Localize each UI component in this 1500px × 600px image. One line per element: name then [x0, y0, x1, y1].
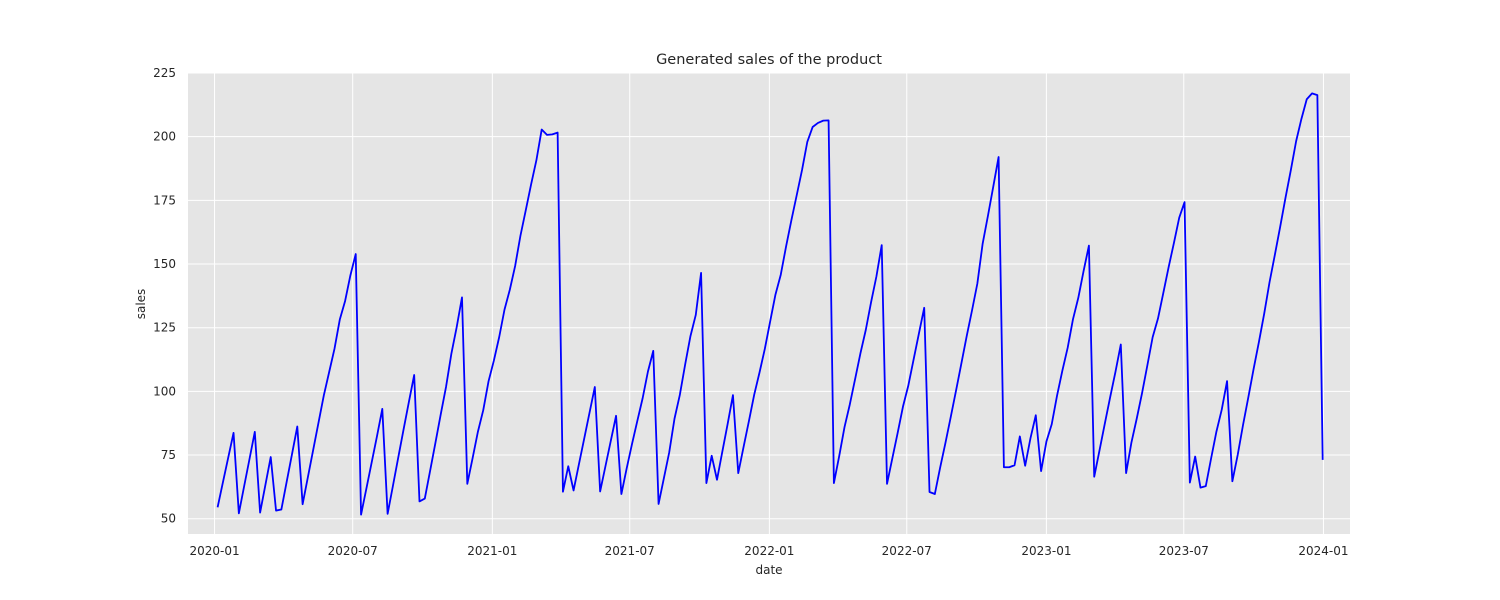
- x-axis-label: date: [755, 563, 782, 577]
- x-tick-labels: 2020-01 2020-07 2021-01 2021-07 2022-01 2022-…: [189, 544, 1348, 558]
- y-tick-label: 125: [153, 321, 176, 335]
- y-tick-label: 100: [153, 384, 176, 398]
- y-tick-label: 75: [161, 448, 176, 462]
- y-tick-labels: 50 75 100 125 150 175 200 225: [153, 66, 176, 526]
- x-gridlines: [214, 73, 1324, 534]
- x-tick-label: 2022-01: [744, 544, 794, 558]
- x-tick-label: 2021-07: [605, 544, 655, 558]
- y-tick-label: 175: [153, 193, 176, 207]
- y-tick-label: 50: [161, 512, 176, 526]
- y-axis-label: sales: [134, 289, 148, 320]
- y-tick-label: 150: [153, 257, 176, 271]
- x-tick-label: 2023-07: [1159, 544, 1209, 558]
- y-tick-label: 200: [153, 130, 176, 144]
- x-tick-label: 2022-07: [882, 544, 932, 558]
- x-tick-label: 2024-01: [1298, 544, 1348, 558]
- y-gridlines: [188, 72, 1350, 520]
- y-tick-label: 225: [153, 66, 176, 80]
- x-tick-label: 2020-01: [189, 544, 239, 558]
- x-tick-label: 2020-07: [328, 544, 378, 558]
- x-tick-label: 2023-01: [1021, 544, 1071, 558]
- x-tick-label: 2021-01: [467, 544, 517, 558]
- chart-title: Generated sales of the product: [656, 52, 882, 68]
- sales-series-line: [216, 92, 1324, 516]
